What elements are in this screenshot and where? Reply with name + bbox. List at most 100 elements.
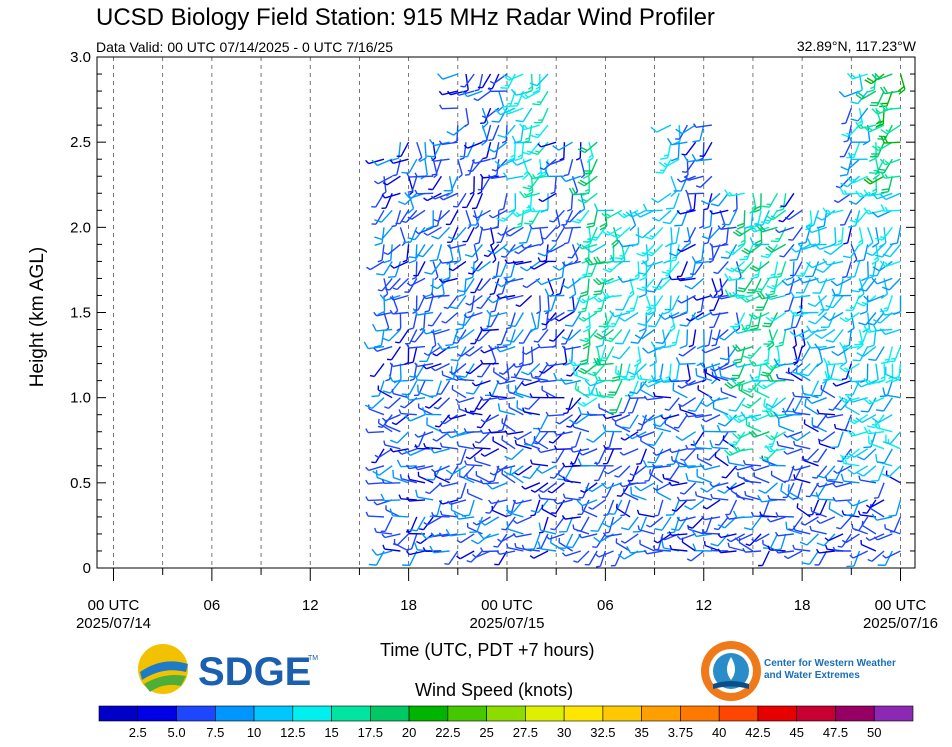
wind-barb	[817, 295, 825, 317]
wind-barb	[679, 312, 697, 327]
wind-barb	[619, 448, 639, 456]
wind-barb	[695, 368, 713, 382]
wind-barb	[465, 261, 475, 281]
wind-barb	[380, 493, 401, 502]
wind-barb	[666, 193, 680, 210]
wind-barb	[816, 516, 836, 525]
wind-barb	[620, 431, 639, 441]
wind-barb	[390, 260, 409, 269]
wind-barb	[603, 499, 615, 516]
wind-barb	[807, 294, 828, 308]
wind-barb	[549, 209, 565, 223]
wind-barb	[814, 343, 836, 351]
wind-barb	[480, 448, 500, 457]
wind-barb	[423, 192, 442, 202]
wind-barb	[619, 397, 631, 414]
wind-barb	[404, 393, 426, 401]
wind-barb	[725, 260, 746, 273]
wind-barb	[409, 516, 426, 532]
wind-barb	[488, 499, 508, 505]
wind-barb	[866, 227, 874, 249]
wind-barb	[646, 278, 664, 293]
wind-barb	[815, 482, 836, 488]
wind-barb	[822, 207, 844, 215]
wind-barb	[703, 541, 721, 552]
wind-barb	[702, 499, 721, 510]
wind-barb	[510, 209, 532, 218]
wind-barb	[741, 243, 762, 255]
wind-barb	[804, 380, 820, 396]
wind-barb	[493, 210, 500, 229]
wind-barb	[431, 158, 443, 176]
wind-barb	[693, 294, 713, 301]
wind-barb	[496, 465, 516, 471]
wind-barb	[841, 107, 852, 125]
wind-barb	[415, 243, 434, 258]
wind-barb	[825, 476, 844, 484]
wind-barb	[545, 158, 565, 166]
wind-barb	[839, 186, 860, 195]
wind-barb	[846, 395, 868, 403]
wind-barb	[642, 203, 663, 212]
wind-barb	[492, 159, 500, 178]
wind-barb	[689, 193, 697, 212]
wind-barb	[553, 445, 573, 451]
wind-barb	[581, 505, 598, 518]
wind-barb	[835, 175, 852, 189]
colorbar-segment	[137, 705, 177, 722]
wind-barb	[491, 107, 508, 123]
sdge-trademark: TM	[308, 655, 318, 662]
wind-barb	[828, 227, 837, 248]
wind-barb	[863, 294, 885, 303]
wind-barb	[561, 550, 582, 557]
wind-barb	[371, 548, 393, 556]
wind-barb	[588, 226, 606, 241]
wind-barb	[880, 176, 893, 194]
wind-barb	[854, 329, 869, 346]
wind-barb	[498, 414, 508, 432]
wind-barb	[501, 125, 508, 144]
wind-barb	[416, 141, 423, 162]
wind-barb	[427, 312, 442, 327]
wind-barb	[518, 329, 533, 344]
wind-barb	[391, 210, 402, 228]
wind-barb	[590, 516, 607, 532]
wind-barb	[775, 193, 787, 212]
wind-barb	[880, 203, 901, 212]
wind-barb	[676, 261, 689, 278]
wind-barb	[514, 465, 533, 476]
wind-barb	[633, 209, 655, 218]
wind-barb	[593, 357, 614, 366]
wind-barb	[538, 192, 557, 203]
wind-barb	[429, 244, 443, 262]
wind-barb	[389, 431, 410, 444]
wind-barb	[436, 380, 451, 395]
wind-barb	[443, 295, 459, 309]
wind-barb	[438, 90, 458, 96]
wind-barb	[615, 329, 631, 345]
wind-barb	[846, 72, 868, 80]
wind-barb	[679, 482, 697, 495]
wind-barb	[530, 482, 549, 493]
wind-barb	[795, 278, 811, 294]
wind-barb	[389, 447, 409, 453]
wind-barb	[889, 516, 902, 533]
wind-barb	[398, 409, 417, 416]
wind-barb	[430, 277, 451, 290]
wind-barb	[685, 189, 704, 195]
wind-barb	[805, 210, 820, 227]
wind-barb	[426, 417, 442, 433]
wind-barb	[871, 227, 880, 248]
wind-barb	[676, 533, 696, 541]
wind-barb	[478, 532, 500, 540]
wind-barb	[384, 420, 401, 433]
wind-barb	[687, 524, 705, 535]
wind-barb	[846, 499, 868, 507]
wind-barb	[840, 473, 860, 484]
wind-barb	[505, 312, 516, 330]
wind-barb	[455, 375, 475, 382]
wind-barb	[758, 550, 770, 567]
wind-barb	[425, 482, 442, 495]
wind-barb	[709, 310, 729, 316]
